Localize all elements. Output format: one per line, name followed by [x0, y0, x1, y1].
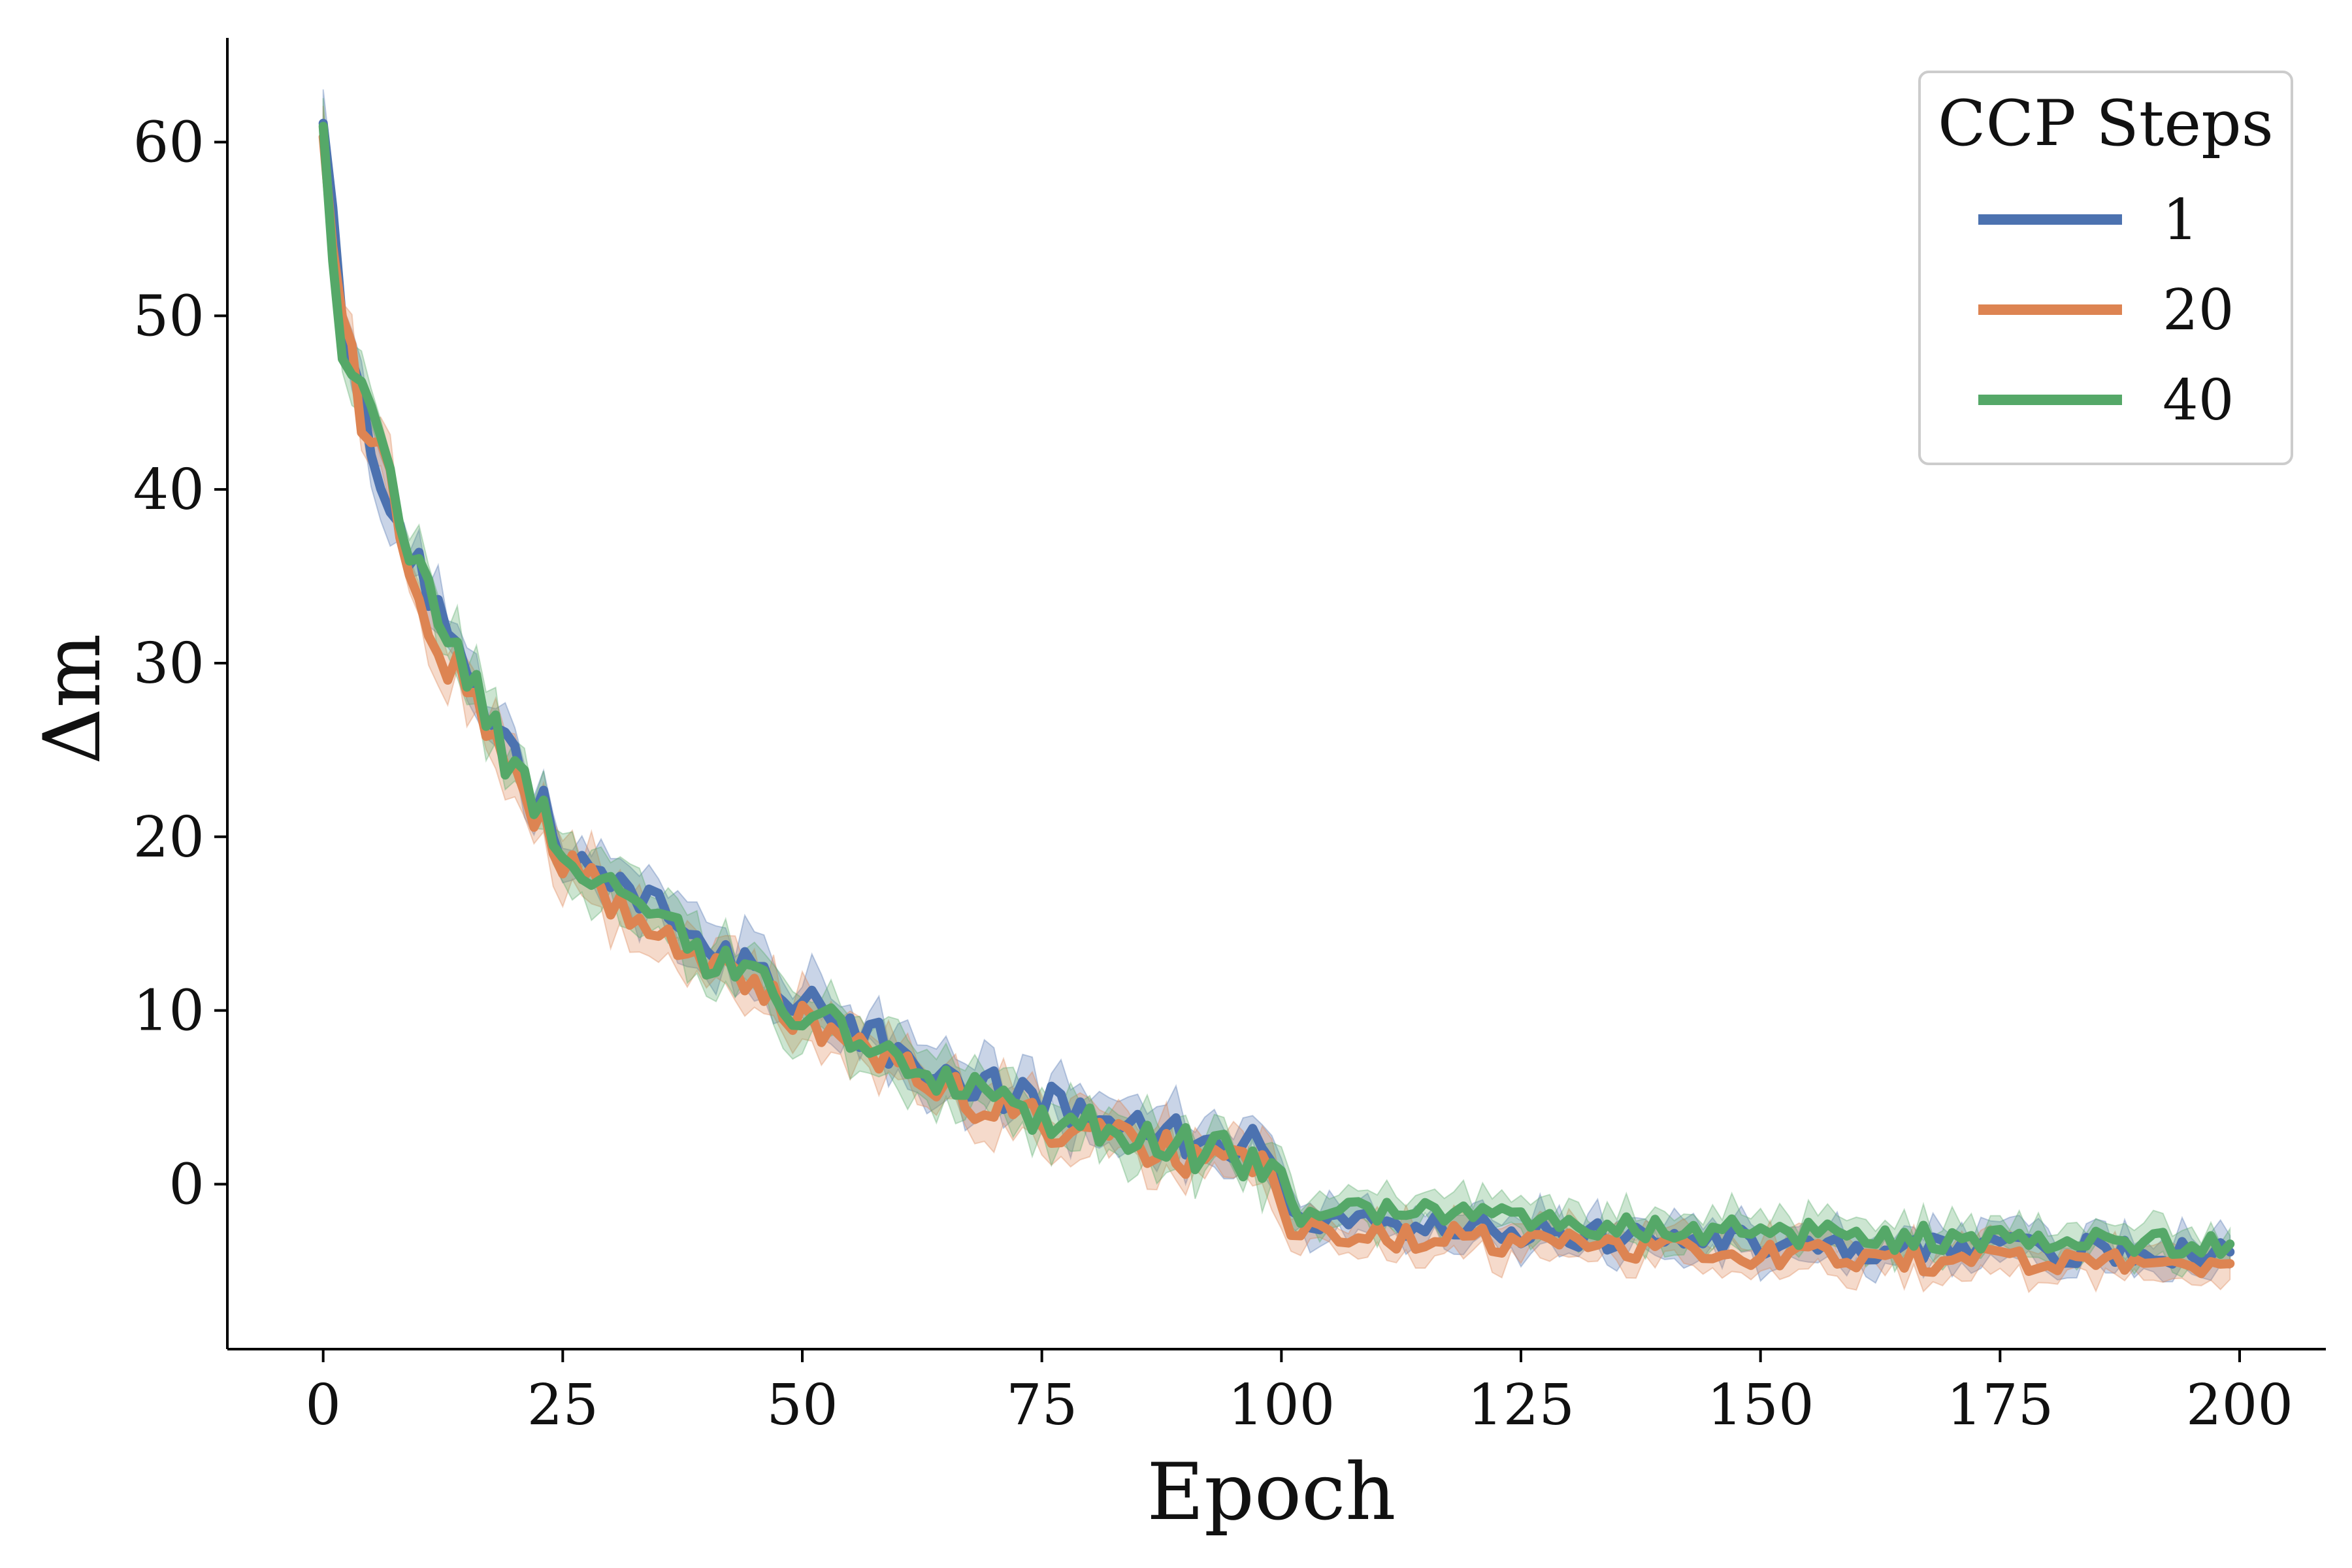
x-axis-title: Epoch — [1147, 1447, 1396, 1538]
legend: CCP Steps 1 20 40 — [1918, 71, 2293, 465]
series-lines — [318, 118, 2235, 1279]
y-tick-label: 20 — [133, 805, 204, 870]
y-tick-label: 30 — [133, 631, 204, 696]
y-tick-label: 0 — [169, 1152, 204, 1217]
y-tick-label: 60 — [133, 110, 204, 175]
legend-frame — [1918, 71, 2293, 465]
y-tick-label: 10 — [133, 979, 204, 1044]
line-series-40 — [318, 122, 2235, 1259]
x-tick-label: 100 — [1228, 1373, 1335, 1438]
x-tick-label: 25 — [527, 1373, 598, 1438]
legend-label-40: 40 — [2163, 368, 2234, 433]
y-tick-label: 50 — [133, 284, 204, 349]
x-tick-label: 175 — [1946, 1373, 2053, 1438]
x-tick-label: 75 — [1006, 1373, 1077, 1438]
y-axis-title: Δm — [27, 634, 118, 764]
x-tick-label: 50 — [766, 1373, 838, 1438]
y-axis-ticks: 0 10 20 30 40 50 60 — [133, 110, 227, 1217]
legend-label-20: 20 — [2163, 278, 2234, 343]
x-tick-label: 150 — [1707, 1373, 1814, 1438]
legend-label-1: 1 — [2163, 188, 2198, 253]
legend-title: CCP Steps — [1938, 87, 2274, 160]
x-tick-label: 0 — [305, 1373, 341, 1438]
x-tick-label: 200 — [2186, 1373, 2293, 1438]
x-axis-ticks: 0 25 50 75 100 125 150 175 200 — [305, 1349, 2293, 1438]
y-tick-label: 40 — [133, 457, 204, 523]
x-tick-label: 125 — [1467, 1373, 1575, 1438]
